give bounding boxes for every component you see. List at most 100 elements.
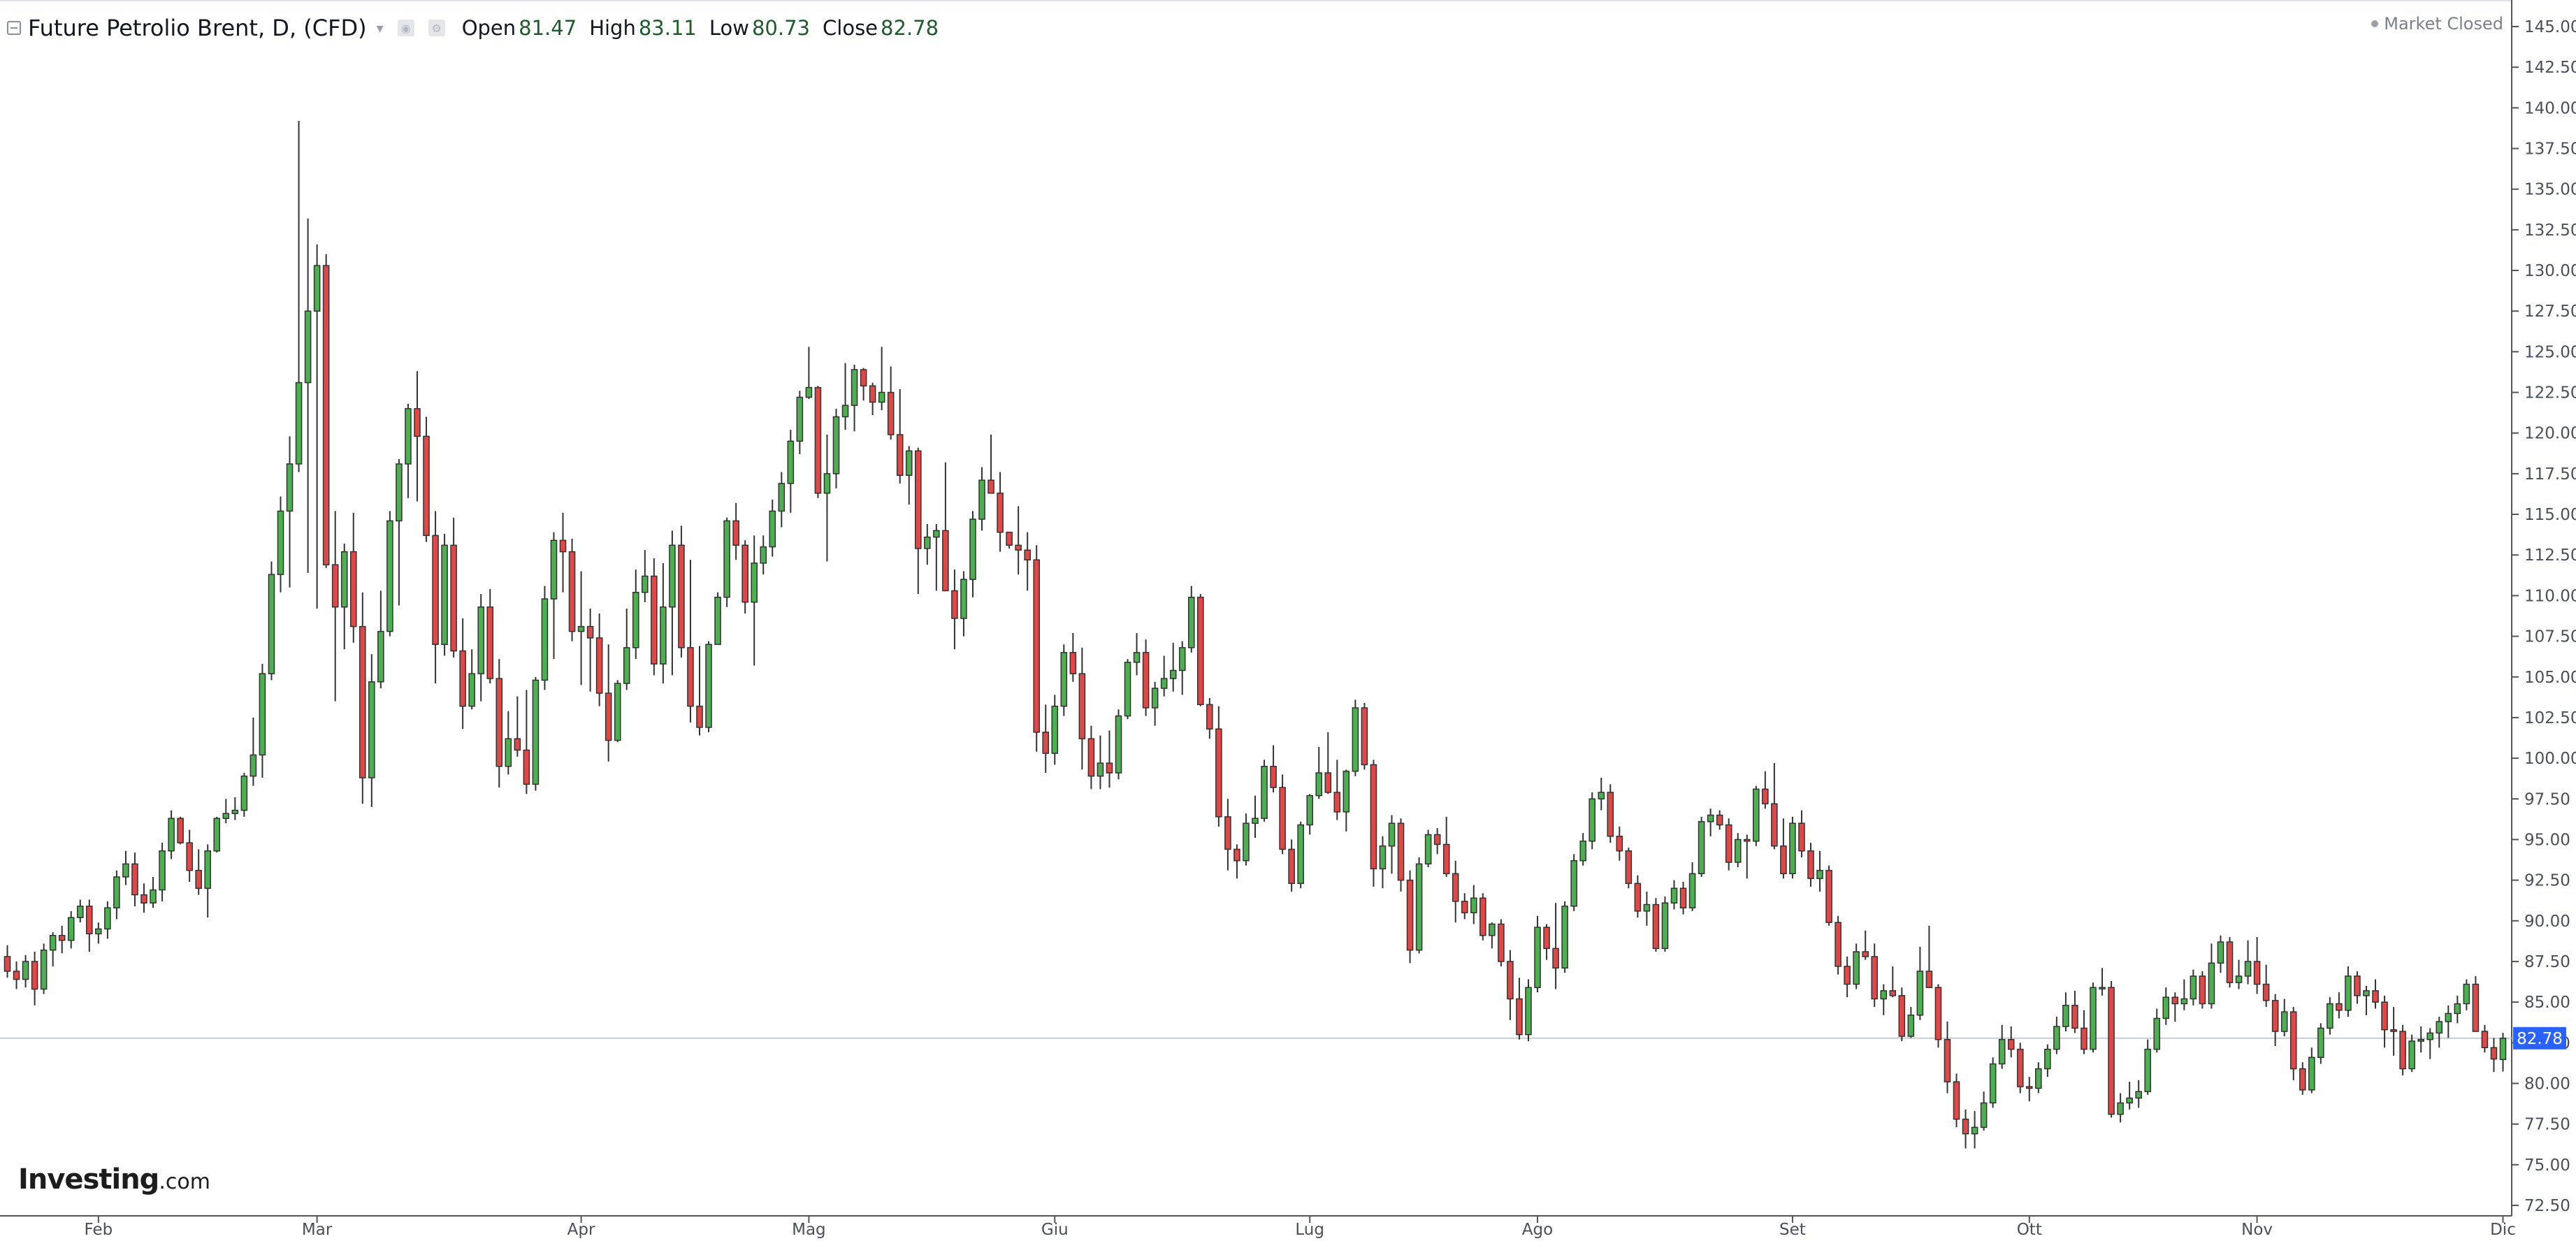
candle[interactable]	[1151, 681, 1159, 726]
candle[interactable]	[1634, 875, 1642, 918]
candle[interactable]	[386, 511, 393, 637]
candle[interactable]	[1670, 880, 1678, 910]
candle[interactable]	[1243, 813, 1250, 866]
candle[interactable]	[896, 389, 904, 484]
candle[interactable]	[1097, 735, 1104, 790]
candle[interactable]	[1042, 704, 1050, 774]
candle[interactable]	[1288, 839, 1295, 892]
candle[interactable]	[2354, 971, 2361, 1004]
candle[interactable]	[1060, 644, 1068, 716]
candle[interactable]	[2490, 1038, 2498, 1073]
candle[interactable]	[40, 943, 48, 994]
candle[interactable]	[131, 852, 138, 906]
candle[interactable]	[1133, 632, 1141, 676]
candle[interactable]	[441, 533, 448, 656]
candle[interactable]	[377, 590, 384, 689]
candle[interactable]	[177, 816, 184, 845]
candle[interactable]	[1607, 784, 1614, 843]
candle[interactable]	[2381, 995, 2388, 1048]
chevron-down-icon[interactable]: ▾	[376, 20, 384, 36]
candle[interactable]	[1197, 594, 1204, 706]
candle[interactable]	[259, 664, 266, 778]
candle[interactable]	[2144, 1039, 2151, 1095]
candle[interactable]	[1024, 532, 1031, 591]
candle[interactable]	[1433, 828, 1441, 855]
candle[interactable]	[2053, 1017, 2060, 1054]
candle[interactable]	[1771, 763, 1778, 850]
settings-icon[interactable]: ⚙	[428, 20, 445, 36]
candle[interactable]	[1907, 1007, 1915, 1038]
candle[interactable]	[1233, 844, 1240, 879]
candle[interactable]	[1807, 843, 1814, 887]
candle[interactable]	[714, 592, 721, 645]
candle[interactable]	[1343, 769, 1350, 832]
candle[interactable]	[1871, 943, 1879, 1008]
candle[interactable]	[969, 511, 976, 597]
candle[interactable]	[1270, 745, 1277, 792]
candle[interactable]	[951, 569, 958, 650]
candle[interactable]	[2499, 1033, 2507, 1072]
candle[interactable]	[349, 512, 357, 643]
candle[interactable]	[1142, 639, 1150, 716]
candle[interactable]	[924, 524, 931, 565]
candle[interactable]	[405, 403, 412, 498]
candle[interactable]	[1789, 816, 1796, 879]
candle[interactable]	[31, 952, 38, 1006]
candle[interactable]	[1452, 860, 1459, 923]
candle[interactable]	[2408, 1034, 2415, 1073]
candle[interactable]	[2180, 979, 2188, 1010]
candle[interactable]	[286, 436, 294, 588]
candle[interactable]	[2090, 982, 2097, 1053]
candle[interactable]	[368, 654, 375, 807]
candle[interactable]	[997, 472, 1004, 552]
candle[interactable]	[432, 511, 439, 684]
candle[interactable]	[623, 609, 630, 690]
candle[interactable]	[2117, 1093, 2124, 1123]
candle[interactable]	[1415, 857, 1423, 954]
candle[interactable]	[2426, 1028, 2434, 1059]
candle[interactable]	[760, 535, 767, 575]
candle[interactable]	[204, 844, 212, 918]
candle[interactable]	[1762, 771, 1769, 809]
candle[interactable]	[1862, 930, 1869, 960]
candle[interactable]	[514, 696, 521, 757]
candle[interactable]	[1753, 785, 1760, 846]
candle[interactable]	[1498, 919, 1505, 966]
candle[interactable]	[2436, 1017, 2443, 1048]
candle[interactable]	[860, 368, 867, 401]
candle[interactable]	[313, 244, 321, 609]
candle[interactable]	[1698, 816, 1705, 877]
candle[interactable]	[2271, 994, 2279, 1046]
candle[interactable]	[1980, 1091, 1988, 1131]
candle[interactable]	[95, 922, 102, 944]
candle[interactable]	[2244, 940, 2252, 985]
candle[interactable]	[1187, 586, 1195, 653]
candle[interactable]	[2226, 937, 2234, 988]
candle[interactable]	[1442, 816, 1450, 877]
candle[interactable]	[978, 467, 985, 531]
candle[interactable]	[1944, 1022, 1951, 1094]
candle[interactable]	[1470, 885, 1477, 924]
candle[interactable]	[1124, 659, 1131, 720]
candle[interactable]	[2235, 959, 2243, 989]
eye-icon[interactable]: ◉	[397, 20, 414, 36]
candle[interactable]	[2390, 1007, 2397, 1056]
candle[interactable]	[2308, 1047, 2315, 1094]
candle[interactable]	[1579, 833, 1586, 866]
candle[interactable]	[532, 676, 540, 791]
candle[interactable]	[1315, 746, 1323, 799]
candle[interactable]	[851, 364, 858, 432]
candle[interactable]	[1516, 978, 1523, 1040]
candle[interactable]	[1306, 794, 1313, 835]
candle[interactable]	[796, 391, 804, 454]
candle[interactable]	[595, 614, 603, 706]
candle[interactable]	[732, 502, 739, 560]
candle[interactable]	[2135, 1080, 2142, 1108]
candle[interactable]	[1825, 865, 1832, 926]
candle[interactable]	[1616, 826, 1623, 861]
candle[interactable]	[2208, 943, 2215, 1009]
candle[interactable]	[2262, 964, 2270, 1008]
candle[interactable]	[304, 218, 312, 573]
candle[interactable]	[2044, 1044, 2051, 1077]
candle[interactable]	[231, 797, 239, 820]
